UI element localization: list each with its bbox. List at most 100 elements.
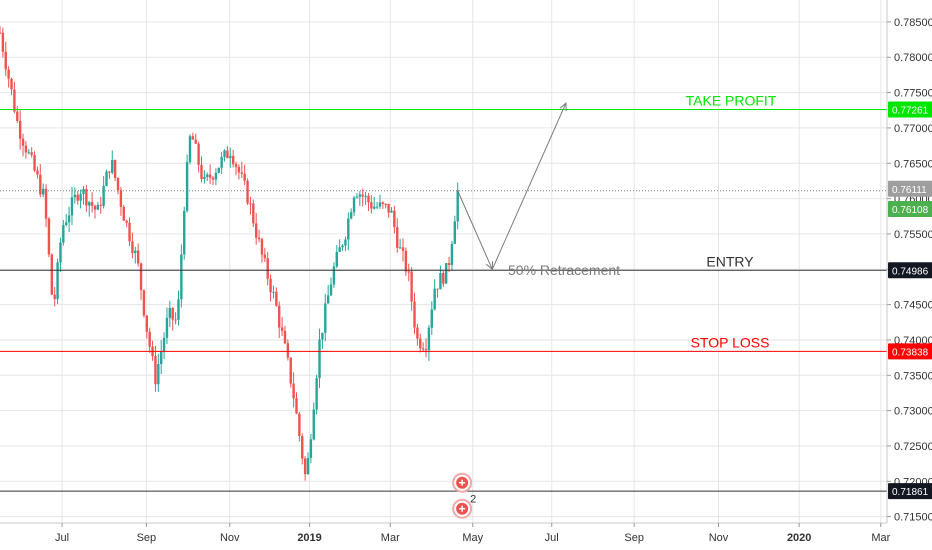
arrow-head <box>485 261 494 271</box>
price-tag <box>888 483 932 500</box>
candle-body <box>252 203 255 224</box>
candle-body <box>226 150 229 159</box>
candle-body <box>139 263 143 291</box>
price-tag <box>888 180 932 197</box>
x-tick-label: 2019 <box>297 532 321 544</box>
candle-body <box>321 332 324 340</box>
candle-body <box>272 291 275 293</box>
candle-body <box>211 177 215 180</box>
horizontal-levels[interactable]: TAKE PROFIT ENTRY STOP LOSS <box>0 92 887 492</box>
candle-body <box>269 278 272 293</box>
y-tick-label: 0.73500 <box>894 370 932 382</box>
candle-body <box>223 150 226 157</box>
candle-body <box>82 189 85 194</box>
candle-body <box>21 138 25 146</box>
candle-body <box>456 190 459 222</box>
y-tick-label: 0.76500 <box>894 158 932 170</box>
x-tick-label: May <box>462 532 483 544</box>
candle-body <box>347 218 350 240</box>
candle-body <box>136 250 140 264</box>
candle-body <box>266 258 269 279</box>
candle-body <box>416 327 419 339</box>
candle-body <box>234 164 238 167</box>
candle-body <box>254 223 258 238</box>
y-tick-label: 0.77500 <box>894 88 932 100</box>
candle-body <box>73 194 77 198</box>
candle-body <box>113 160 117 178</box>
candle-body <box>145 315 149 332</box>
candle-body <box>421 348 425 350</box>
candle-body <box>194 139 197 144</box>
candle-body <box>384 203 387 205</box>
candle-body <box>289 357 292 384</box>
candle-body <box>128 222 131 242</box>
candle-body <box>116 177 120 191</box>
candle-body <box>122 206 125 221</box>
candle-body <box>131 241 134 254</box>
candle-body <box>450 243 454 265</box>
y-tick-label: 0.71500 <box>894 512 932 524</box>
candle-body <box>188 136 192 163</box>
candle-body <box>154 356 157 385</box>
candle-body <box>85 189 88 206</box>
candle-body <box>312 409 315 440</box>
candle-body <box>200 164 203 179</box>
chart-grid <box>0 0 887 523</box>
candle-body <box>206 174 209 178</box>
candle-body <box>358 194 362 197</box>
x-tick-label: Mar <box>381 532 400 544</box>
candle-body <box>93 205 97 210</box>
candle-body <box>208 174 212 178</box>
price-tag-label: 0.77261 <box>892 105 929 116</box>
candle-body <box>125 220 128 223</box>
y-tick-label: 0.78500 <box>894 17 932 29</box>
candle-body <box>246 180 249 204</box>
candle-body <box>108 171 111 173</box>
candle-body <box>47 218 51 255</box>
candle-body <box>404 250 408 272</box>
candle-body <box>237 166 241 173</box>
candle-body <box>407 271 410 273</box>
candle-body <box>373 206 376 209</box>
candle-body <box>214 172 218 180</box>
candle-body <box>332 266 336 285</box>
level-label: STOP LOSS <box>691 334 770 350</box>
candle-body <box>197 143 200 165</box>
event-markers[interactable]: 2 <box>452 472 476 519</box>
price-tag <box>888 262 932 279</box>
candle-body <box>381 202 385 204</box>
candle-body <box>393 210 396 228</box>
candle-body <box>349 212 353 219</box>
projection-arrows[interactable] <box>457 102 567 271</box>
candle-body <box>364 195 367 197</box>
candle-body <box>375 206 379 208</box>
candle-body <box>168 307 172 318</box>
candle-body <box>99 204 102 206</box>
candle-body <box>433 288 436 310</box>
candle-body <box>162 337 166 351</box>
retracement-annotation[interactable]: 50% Retracement <box>508 262 620 278</box>
candle-body <box>79 193 82 201</box>
time-axis[interactable]: Jul Sep Nov 2019 Mar May Jul Sep Nov 2020 Mar <box>55 523 891 544</box>
candle-body <box>442 272 445 284</box>
candle-body <box>329 284 333 296</box>
candle-body <box>309 439 313 458</box>
arrow-head <box>559 102 567 112</box>
candle-body <box>203 177 206 179</box>
candle-body <box>326 295 330 304</box>
candle-body <box>231 155 235 165</box>
x-tick-label: Jul <box>55 532 69 544</box>
candle-body <box>165 317 169 338</box>
candle-body <box>177 299 180 320</box>
candle-body <box>306 457 310 474</box>
candle-body <box>24 145 28 153</box>
candle-body <box>44 188 48 219</box>
candle-body <box>292 383 295 399</box>
price-tags: 0.77261 0.76111 0.76108 0.74986 0.73838 0.718… <box>888 101 932 500</box>
candle-body <box>53 294 56 300</box>
candle-body <box>352 197 356 213</box>
x-tick-label: Sep <box>137 532 157 544</box>
candle-body <box>70 197 74 216</box>
candle-body <box>62 224 65 243</box>
